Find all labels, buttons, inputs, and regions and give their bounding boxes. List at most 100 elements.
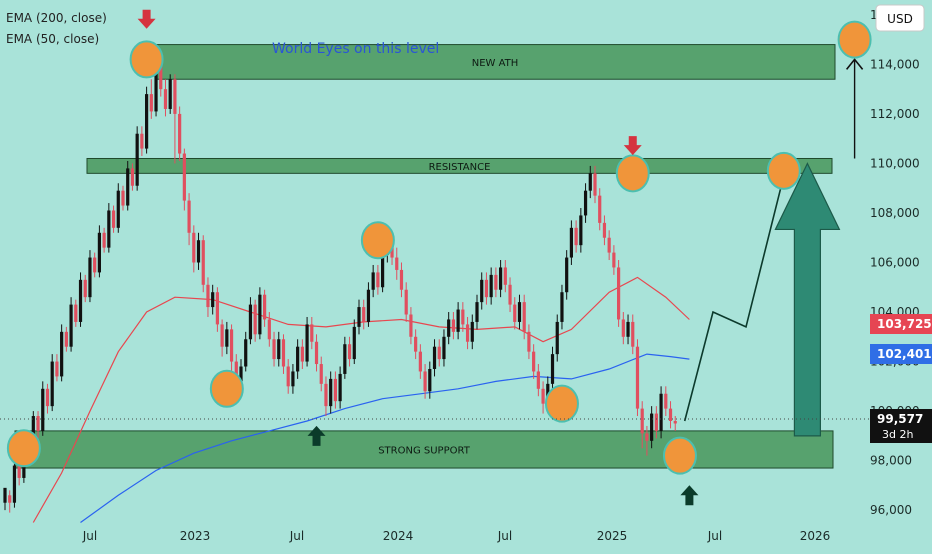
candle	[97, 232, 101, 273]
candle	[654, 413, 658, 431]
candle	[428, 368, 432, 392]
candle	[333, 378, 337, 402]
candle	[281, 339, 286, 367]
big-up-arrow	[774, 162, 841, 437]
candle	[366, 289, 371, 322]
candle	[503, 267, 507, 285]
candle	[192, 232, 196, 263]
candle	[50, 361, 54, 407]
candle	[36, 416, 40, 431]
candle	[475, 302, 479, 322]
ema50-badge-text: 103,725	[877, 317, 932, 331]
candle	[461, 309, 465, 325]
candle	[277, 339, 281, 360]
candle	[196, 240, 201, 263]
y-axis-label: 110,000	[870, 156, 920, 170]
candle	[513, 304, 517, 322]
x-axis-label: 2023	[180, 529, 211, 543]
target-arrow-head	[845, 58, 864, 70]
candle	[362, 307, 366, 322]
candle	[8, 495, 12, 503]
candle	[253, 304, 257, 335]
x-axis-label: 2025	[597, 529, 628, 543]
candle	[451, 319, 455, 332]
candle	[532, 351, 536, 372]
candle	[423, 371, 427, 392]
candle	[470, 321, 474, 342]
candle	[201, 240, 205, 285]
candle	[286, 366, 290, 387]
candle	[569, 227, 573, 258]
candle	[442, 336, 446, 360]
candle	[588, 173, 592, 191]
currency-button[interactable]: USD	[875, 4, 925, 32]
candle	[447, 319, 451, 337]
candle	[607, 237, 611, 253]
highlight-marker	[766, 151, 801, 190]
candle	[640, 408, 644, 434]
candle	[263, 294, 267, 320]
candle	[215, 292, 219, 325]
ema200-badge-text: 102,401	[877, 347, 932, 361]
candle	[484, 279, 489, 298]
zone-label: STRONG SUPPORT	[378, 445, 471, 456]
candle	[536, 371, 540, 389]
candle	[631, 321, 635, 347]
candle	[432, 346, 437, 369]
candle	[69, 304, 73, 347]
candle	[41, 388, 45, 431]
ema50-badge	[870, 314, 932, 334]
candle	[300, 346, 304, 362]
candle	[480, 279, 484, 303]
candle	[522, 302, 526, 332]
candle	[598, 195, 602, 223]
candle	[329, 378, 333, 407]
candle	[211, 292, 215, 308]
candle	[267, 319, 271, 340]
candle	[555, 321, 559, 355]
currency-button-label[interactable]: USD	[887, 12, 913, 26]
candle	[111, 210, 116, 228]
candle	[371, 272, 375, 290]
zone-label: RESISTANCE	[429, 162, 491, 173]
forecast-path	[683, 175, 785, 422]
legend-ema200[interactable]: EMA (200, close)	[6, 11, 107, 25]
up-arrow	[680, 485, 699, 506]
candle	[3, 487, 7, 503]
candle	[130, 168, 135, 186]
candle	[74, 304, 78, 322]
candle	[626, 321, 630, 337]
candle	[173, 79, 177, 114]
candle	[404, 289, 408, 315]
candle	[494, 274, 498, 290]
candle	[239, 366, 243, 382]
candle	[187, 200, 191, 233]
candle	[343, 344, 347, 374]
candle	[116, 190, 120, 228]
highlight-marker	[129, 40, 164, 79]
candle	[414, 336, 418, 352]
candle	[206, 284, 210, 308]
candle	[60, 331, 64, 377]
candle	[418, 351, 422, 372]
candle	[560, 292, 564, 322]
candle	[347, 344, 352, 360]
candle	[234, 361, 238, 382]
candle	[489, 274, 493, 298]
candle	[579, 215, 583, 246]
candle	[55, 361, 59, 377]
legend-ema50[interactable]: EMA (50, close)	[6, 32, 99, 46]
last-price-badge-text: 99,577	[877, 412, 923, 426]
candle	[154, 61, 158, 112]
highlight-marker	[209, 369, 244, 408]
candle	[272, 339, 276, 360]
y-axis-label: 106,000	[870, 256, 920, 270]
candle	[664, 393, 668, 409]
candle	[621, 319, 625, 337]
x-axis-label: Jul	[82, 529, 97, 543]
candle	[602, 222, 607, 238]
candle	[135, 133, 139, 186]
candle	[305, 324, 309, 362]
